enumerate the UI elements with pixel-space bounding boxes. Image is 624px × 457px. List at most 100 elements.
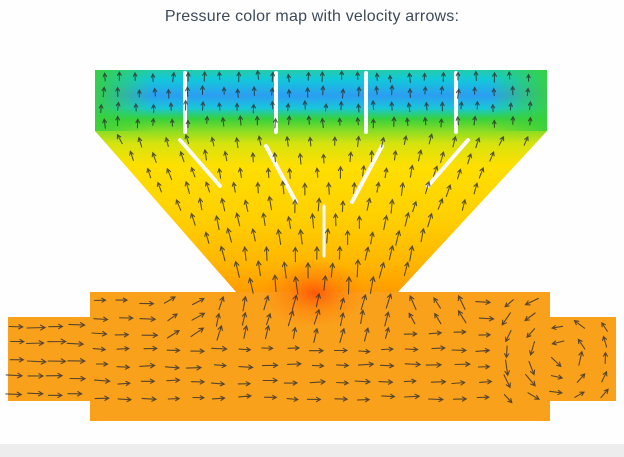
slit-line xyxy=(350,144,384,204)
velocity-arrow xyxy=(319,70,325,83)
velocity-arrow xyxy=(408,312,416,325)
velocity-arrow xyxy=(505,330,512,343)
velocity-arrow xyxy=(432,165,439,177)
velocity-arrow xyxy=(524,312,536,322)
velocity-arrow xyxy=(211,395,226,401)
velocity-arrow xyxy=(340,200,346,213)
velocity-arrow xyxy=(336,380,350,386)
velocity-arrow xyxy=(185,119,191,129)
velocity-arrow xyxy=(430,379,447,385)
velocity-arrow xyxy=(215,312,221,327)
velocity-arrow xyxy=(472,86,477,95)
velocity-arrow xyxy=(306,71,311,81)
velocity-arrow xyxy=(573,320,586,329)
velocity-arrow xyxy=(459,100,464,110)
velocity-arrow xyxy=(272,117,278,129)
velocity-arrow xyxy=(333,347,349,354)
velocity-arrow xyxy=(363,327,370,342)
velocity-arrow xyxy=(578,350,584,366)
velocity-arrow xyxy=(102,118,108,129)
velocity-arrow xyxy=(217,101,222,111)
velocity-arrow xyxy=(477,364,491,370)
velocity-arrow xyxy=(457,309,467,324)
velocity-arrow xyxy=(323,103,329,112)
velocity-arrow xyxy=(403,331,418,337)
velocity-arrow xyxy=(202,148,208,161)
velocity-arrow xyxy=(478,332,492,338)
velocity-arrow xyxy=(504,299,514,308)
velocity-arrow xyxy=(133,102,139,112)
velocity-arrow xyxy=(185,86,190,97)
velocity-arrow xyxy=(270,71,276,83)
velocity-arrow xyxy=(185,71,191,82)
velocity-arrow xyxy=(490,103,496,113)
velocity-arrow xyxy=(283,380,299,386)
velocity-arrow xyxy=(456,168,462,180)
velocity-arrow xyxy=(334,396,349,402)
velocity-arrow xyxy=(10,338,25,345)
velocity-arrow xyxy=(479,379,493,385)
velocity-arrow xyxy=(550,374,564,380)
velocity-arrow xyxy=(220,197,226,212)
velocity-arrow xyxy=(292,326,298,339)
velocity-arrow xyxy=(491,87,497,97)
velocity-arrow xyxy=(320,85,326,96)
velocity-arrow xyxy=(117,380,131,387)
velocity-arrow xyxy=(339,297,346,310)
velocity-arrow xyxy=(150,117,156,126)
velocity-arrow xyxy=(95,361,109,367)
velocity-arrow xyxy=(340,88,346,99)
velocity-arrow xyxy=(507,70,512,80)
velocity-arrow xyxy=(308,347,325,354)
velocity-arrow xyxy=(383,167,389,179)
velocity-arrow xyxy=(214,214,220,231)
velocity-arrow xyxy=(337,117,343,126)
velocity-arrow xyxy=(234,136,240,149)
velocity-arrow xyxy=(293,275,299,295)
velocity-arrow xyxy=(381,393,396,400)
velocity-arrow xyxy=(67,391,83,397)
velocity-arrow xyxy=(379,363,395,369)
velocity-arrow xyxy=(528,360,536,376)
velocity-arrow xyxy=(527,116,533,126)
velocity-arrow xyxy=(237,381,252,387)
velocity-arrow xyxy=(527,392,541,400)
velocity-arrow xyxy=(326,181,332,195)
velocity-arrow xyxy=(478,166,485,179)
velocity-arrow xyxy=(313,327,319,344)
velocity-arrow xyxy=(405,117,410,127)
velocity-arrow xyxy=(234,102,240,111)
velocity-arrow xyxy=(356,397,371,403)
velocity-arrow xyxy=(389,84,395,96)
velocity-arrow xyxy=(407,72,413,83)
velocity-arrow xyxy=(428,396,445,403)
velocity-arrow xyxy=(272,151,278,163)
velocity-arrow xyxy=(498,135,505,146)
velocity-arrow xyxy=(473,70,479,82)
velocity-arrow xyxy=(167,396,181,402)
velocity-arrow xyxy=(117,396,133,403)
velocity-arrow xyxy=(179,150,185,163)
velocity-arrow xyxy=(602,351,608,365)
velocity-arrow xyxy=(190,348,206,354)
velocity-arrow xyxy=(247,277,254,294)
velocity-arrow xyxy=(238,364,254,370)
velocity-arrow xyxy=(281,261,288,279)
velocity-arrow xyxy=(339,327,346,344)
velocity-arrow xyxy=(324,227,331,244)
velocity-arrow xyxy=(243,324,249,339)
velocity-arrow xyxy=(91,330,108,337)
velocity-arrow xyxy=(424,101,429,111)
velocity-arrow xyxy=(355,71,360,80)
velocity-arrow xyxy=(420,227,426,243)
velocity-arrow xyxy=(388,244,395,261)
velocity-arrow xyxy=(166,347,181,353)
velocity-arrow xyxy=(27,390,44,397)
velocity-arrow xyxy=(137,136,143,148)
velocity-arrow xyxy=(391,116,397,127)
velocity-arrow xyxy=(476,394,490,400)
velocity-arrow xyxy=(47,358,67,365)
velocity-arrow xyxy=(320,117,326,129)
velocity-arrow xyxy=(457,294,466,310)
